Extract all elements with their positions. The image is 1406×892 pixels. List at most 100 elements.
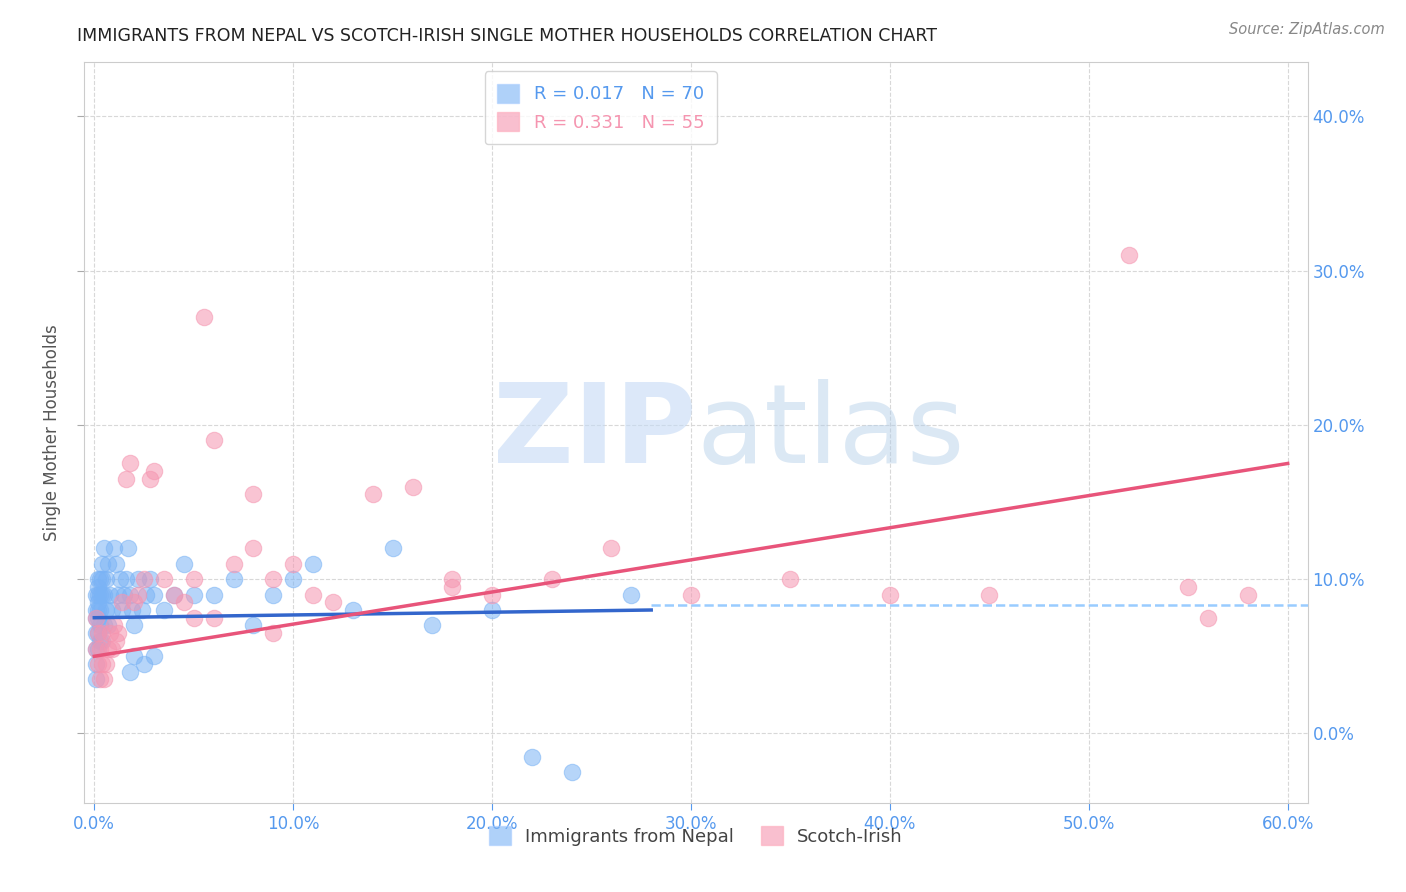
- Point: [242, 618, 264, 632]
- Point: [242, 487, 264, 501]
- Point: [481, 588, 503, 602]
- Point: [127, 588, 149, 602]
- Point: [173, 557, 195, 571]
- Point: [89, 588, 111, 602]
- Point: [115, 572, 138, 586]
- Point: [401, 480, 423, 494]
- Point: [183, 610, 205, 624]
- Point: [96, 657, 118, 671]
- Point: [89, 572, 111, 586]
- Point: [361, 487, 384, 501]
- Point: [163, 588, 186, 602]
- Point: [120, 588, 142, 602]
- Point: [111, 603, 134, 617]
- Point: [93, 673, 115, 687]
- Point: [262, 572, 284, 586]
- Point: [120, 665, 142, 679]
- Point: [193, 310, 215, 324]
- Point: [1237, 588, 1260, 602]
- Point: [84, 610, 107, 624]
- Point: [117, 541, 139, 556]
- Point: [97, 641, 120, 656]
- Text: ZIP: ZIP: [492, 379, 696, 486]
- Point: [262, 626, 284, 640]
- Point: [111, 595, 134, 609]
- Point: [89, 633, 111, 648]
- Point: [122, 618, 145, 632]
- Point: [242, 541, 264, 556]
- Point: [173, 595, 195, 609]
- Point: [89, 673, 111, 687]
- Point: [441, 572, 464, 586]
- Point: [132, 572, 155, 586]
- Point: [202, 588, 225, 602]
- Point: [127, 572, 149, 586]
- Point: [121, 603, 143, 617]
- Point: [103, 541, 125, 556]
- Point: [115, 472, 138, 486]
- Point: [422, 618, 444, 632]
- Point: [132, 657, 155, 671]
- Point: [222, 572, 245, 586]
- Point: [183, 572, 205, 586]
- Point: [520, 749, 543, 764]
- Point: [561, 764, 583, 779]
- Point: [143, 464, 166, 478]
- Point: [143, 649, 166, 664]
- Point: [481, 603, 503, 617]
- Point: [84, 657, 107, 671]
- Point: [87, 595, 110, 609]
- Point: [1197, 610, 1219, 624]
- Point: [135, 588, 157, 602]
- Point: [342, 603, 364, 617]
- Point: [381, 541, 404, 556]
- Point: [105, 633, 128, 648]
- Point: [131, 603, 153, 617]
- Point: [122, 649, 145, 664]
- Point: [979, 588, 1001, 602]
- Point: [96, 603, 118, 617]
- Point: [89, 603, 111, 617]
- Point: [89, 618, 111, 632]
- Point: [540, 572, 562, 586]
- Point: [87, 626, 110, 640]
- Point: [879, 588, 901, 602]
- Point: [87, 603, 110, 617]
- Point: [84, 626, 107, 640]
- Point: [101, 603, 124, 617]
- Point: [112, 588, 135, 602]
- Point: [87, 572, 110, 586]
- Point: [93, 618, 115, 632]
- Point: [87, 641, 110, 656]
- Point: [302, 557, 325, 571]
- Point: [120, 457, 142, 471]
- Point: [91, 657, 114, 671]
- Y-axis label: Single Mother Households: Single Mother Households: [44, 325, 62, 541]
- Point: [98, 588, 121, 602]
- Point: [98, 626, 121, 640]
- Point: [139, 572, 162, 586]
- Point: [600, 541, 623, 556]
- Point: [93, 588, 115, 602]
- Point: [97, 618, 120, 632]
- Point: [91, 626, 114, 640]
- Point: [139, 472, 162, 486]
- Point: [620, 588, 643, 602]
- Point: [108, 572, 131, 586]
- Text: IMMIGRANTS FROM NEPAL VS SCOTCH-IRISH SINGLE MOTHER HOUSEHOLDS CORRELATION CHART: IMMIGRANTS FROM NEPAL VS SCOTCH-IRISH SI…: [77, 27, 938, 45]
- Point: [89, 641, 111, 656]
- Point: [122, 595, 145, 609]
- Point: [107, 588, 129, 602]
- Point: [283, 557, 305, 571]
- Point: [87, 580, 110, 594]
- Point: [202, 610, 225, 624]
- Point: [84, 673, 107, 687]
- Point: [107, 626, 129, 640]
- Point: [1118, 248, 1140, 262]
- Point: [91, 588, 114, 602]
- Point: [143, 588, 166, 602]
- Point: [96, 572, 118, 586]
- Point: [87, 588, 110, 602]
- Point: [93, 541, 115, 556]
- Point: [97, 557, 120, 571]
